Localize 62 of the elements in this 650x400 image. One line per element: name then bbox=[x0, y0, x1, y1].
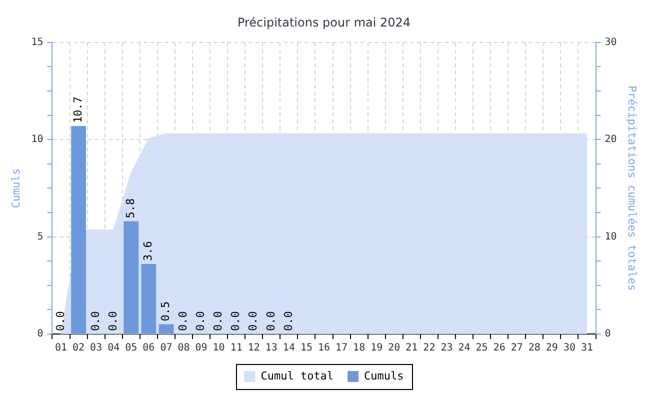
x-tick-label: 02 bbox=[72, 342, 85, 354]
x-tick-label: 16 bbox=[318, 342, 330, 354]
data-label: 0.0 bbox=[282, 311, 295, 331]
x-tick-label: 21 bbox=[406, 342, 418, 354]
data-label: 0.0 bbox=[212, 311, 225, 331]
y2-axis-title: Précipitations cumulées totales bbox=[626, 86, 639, 291]
x-tick-label: 03 bbox=[90, 342, 102, 354]
bar bbox=[124, 221, 139, 334]
y-axis-title: Cumuls bbox=[9, 168, 22, 208]
y-tick-label: 5 bbox=[37, 231, 44, 242]
x-tick-label: 04 bbox=[108, 342, 120, 354]
x-tick-label: 06 bbox=[142, 342, 155, 354]
y2-tick-label: 30 bbox=[604, 36, 617, 48]
data-label: 0.0 bbox=[246, 311, 260, 331]
y2-tick-label: 10 bbox=[604, 231, 617, 242]
data-label: 0.0 bbox=[106, 311, 120, 331]
chart-title: Précipitations pour mai 2024 bbox=[237, 15, 411, 30]
x-tick-label: 19 bbox=[370, 342, 383, 354]
x-tick-label: 12 bbox=[248, 342, 260, 354]
data-label: 0.0 bbox=[229, 311, 242, 331]
x-tick-label: 18 bbox=[353, 342, 366, 354]
legend-label: Cumul total bbox=[260, 369, 334, 382]
data-label: 0.0 bbox=[264, 311, 278, 331]
x-tick-label: 26 bbox=[493, 342, 506, 354]
data-label: 5.8 bbox=[124, 198, 137, 218]
data-label: 0.0 bbox=[54, 311, 67, 331]
x-tick-label: 13 bbox=[265, 342, 278, 354]
x-tick-label: 07 bbox=[160, 342, 172, 354]
x-tick-label: 24 bbox=[458, 342, 470, 354]
x-tick-label: 15 bbox=[300, 342, 312, 354]
y-tick-label: 0 bbox=[37, 328, 44, 340]
x-tick-label: 28 bbox=[528, 342, 540, 354]
x-tick-label: 01 bbox=[54, 342, 68, 354]
data-label: 10.7 bbox=[71, 96, 84, 123]
bar bbox=[71, 126, 86, 334]
y2-tick-label: 20 bbox=[604, 134, 617, 146]
data-label: 0.0 bbox=[194, 311, 208, 331]
x-tick-label: 11 bbox=[230, 342, 242, 354]
x-tick-label: 20 bbox=[388, 342, 400, 354]
x-tick-label: 23 bbox=[440, 342, 453, 354]
x-tick-label: 29 bbox=[546, 342, 558, 354]
x-tick-label: 22 bbox=[423, 342, 436, 354]
x-tick-label: 14 bbox=[282, 342, 295, 354]
x-tick-label: 31 bbox=[580, 342, 594, 354]
data-label: 0.0 bbox=[176, 311, 190, 331]
x-tick-label: 27 bbox=[510, 342, 523, 354]
y-tick-label: 15 bbox=[31, 36, 44, 48]
bar bbox=[158, 324, 174, 334]
data-label: 0.5 bbox=[159, 301, 172, 322]
x-tick-label: 09 bbox=[195, 342, 208, 354]
y-tick-label: 10 bbox=[31, 134, 44, 146]
bar bbox=[141, 264, 156, 334]
x-tick-label: 08 bbox=[178, 342, 190, 354]
data-label: 0.0 bbox=[88, 311, 102, 331]
x-tick-label: 30 bbox=[563, 342, 576, 354]
x-tick-label: 25 bbox=[476, 342, 488, 354]
x-tick-label: 17 bbox=[336, 342, 348, 354]
x-tick-label: 10 bbox=[212, 342, 225, 354]
x-tick-label: 05 bbox=[125, 342, 138, 354]
legend-label: Cumuls bbox=[364, 369, 404, 382]
y2-tick-label: 0 bbox=[604, 328, 611, 340]
data-label: 3.6 bbox=[142, 241, 155, 262]
